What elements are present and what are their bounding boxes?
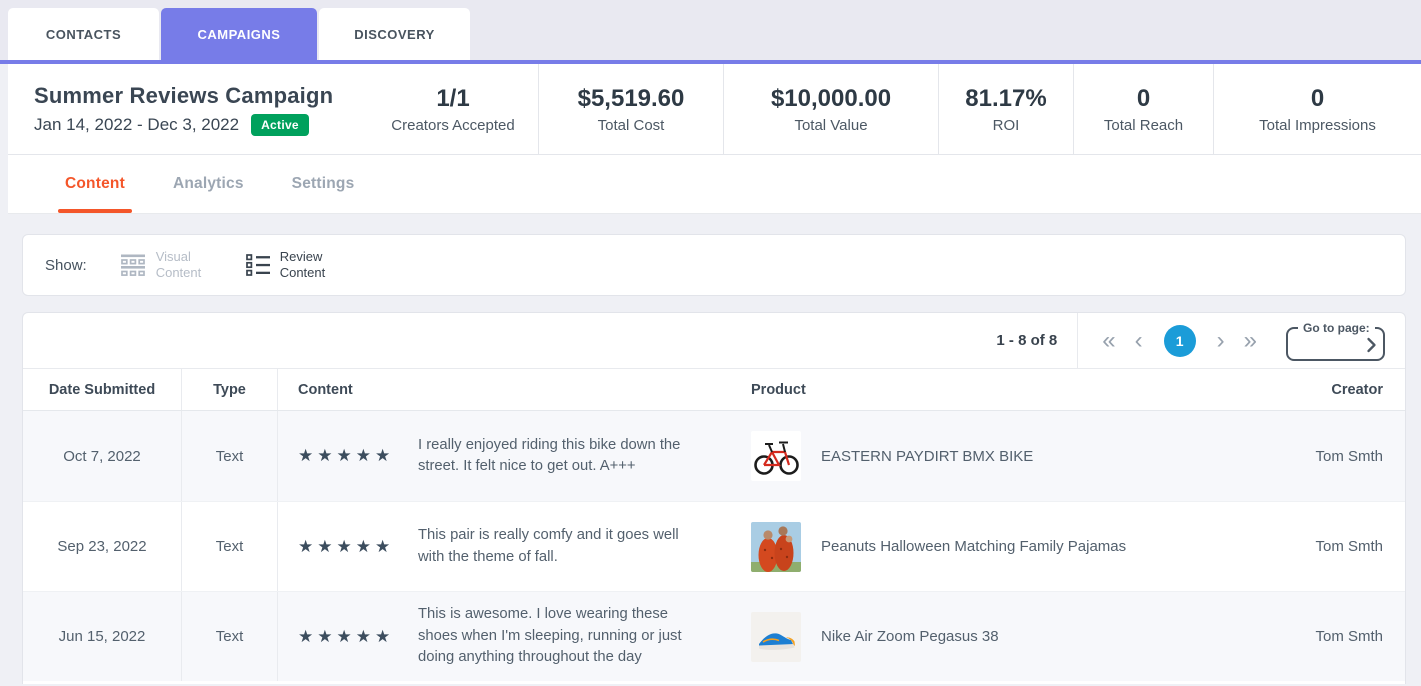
- tab-settings[interactable]: Settings: [291, 175, 355, 192]
- stat-label: Creators Accepted: [391, 116, 515, 134]
- tab-discovery[interactable]: DISCOVERY: [319, 8, 470, 60]
- product-image-bmx-bike: [751, 431, 801, 481]
- campaign-stats: 1/1 Creators Accepted $5,519.60 Total Co…: [368, 64, 1421, 154]
- campaign-stat: 0 Total Impressions: [1213, 64, 1421, 154]
- show-option-review-content[interactable]: Review Content: [245, 248, 336, 282]
- status-badge: Active: [251, 113, 309, 136]
- stat-label: Total Cost: [597, 116, 665, 134]
- cell-product: Nike Air Zoom Pegasus 38: [737, 592, 1155, 681]
- cell-date-submitted: Jun 15, 2022: [58, 628, 146, 645]
- cell-content: ★★★★★ This is awesome. I love wearing th…: [277, 592, 737, 681]
- column-header-content: Content: [277, 369, 737, 410]
- campaign-stat: 1/1 Creators Accepted: [368, 64, 538, 154]
- creator-name: Tom Smth: [1315, 447, 1383, 465]
- table-row[interactable]: Oct 7, 2022 Text ★★★★★ I really enjoyed …: [23, 411, 1405, 501]
- campaign-title: Summer Reviews Campaign: [34, 82, 334, 108]
- stat-value: 1/1: [436, 84, 470, 112]
- content-area: Show: Visual Content: [0, 214, 1421, 684]
- review-content-table-card: 1 - 8 of 8 « ‹ 1 › » Go to page: Date Su…: [22, 312, 1406, 684]
- tab-contacts[interactable]: CONTACTS: [8, 8, 159, 60]
- first-page-icon[interactable]: «: [1102, 326, 1116, 354]
- campaign-stat: $10,000.00 Total Value: [723, 64, 938, 154]
- grid-icon: [120, 254, 145, 276]
- stat-value: 0: [1136, 84, 1151, 112]
- stat-label: Total Reach: [1103, 116, 1184, 134]
- cell-date-submitted: Oct 7, 2022: [63, 447, 141, 465]
- column-header-product: Product: [751, 381, 806, 398]
- campaign-stat: 81.17% ROI: [938, 64, 1073, 154]
- star-rating: ★★★★★: [298, 446, 395, 465]
- pagination-bar: 1 - 8 of 8 « ‹ 1 › » Go to page:: [23, 313, 1405, 369]
- show-filter-card: Show: Visual Content: [22, 234, 1406, 296]
- stat-value: $5,519.60: [577, 84, 685, 112]
- table-row[interactable]: Jun 15, 2022 Text ★★★★★ This is awesome.…: [23, 591, 1405, 681]
- previous-page-icon[interactable]: ‹: [1134, 326, 1143, 354]
- star-rating: ★★★★★: [298, 536, 395, 556]
- table-header-row: Date Submitted Type Content Product Crea…: [23, 369, 1405, 411]
- review-text: This is awesome. I love wearing these sh…: [418, 606, 682, 666]
- pagination-range: 1 - 8 of 8: [996, 313, 1079, 368]
- last-page-icon[interactable]: »: [1243, 326, 1257, 354]
- cell-creator: Tom Smth: [1155, 411, 1405, 501]
- primary-tab-bar: CONTACTS CAMPAIGNS DISCOVERY: [0, 0, 1421, 60]
- creator-name: Tom Smth: [1315, 538, 1383, 555]
- accent-rule: [0, 60, 1421, 64]
- current-page-button[interactable]: 1: [1163, 324, 1196, 357]
- product-name: Nike Air Zoom Pegasus 38: [821, 628, 999, 645]
- next-page-icon[interactable]: ›: [1216, 326, 1225, 354]
- product-name: EASTERN PAYDIRT BMX BIKE: [821, 447, 1034, 465]
- go-to-page-input[interactable]: [1294, 336, 1352, 353]
- cell-type: Text: [181, 502, 277, 591]
- campaign-header: Summer Reviews Campaign Jan 14, 2022 - D…: [8, 64, 1421, 155]
- creator-name: Tom Smth: [1315, 628, 1383, 645]
- tab-content[interactable]: Content: [58, 155, 132, 213]
- go-to-page-label: Go to page:: [1303, 320, 1370, 335]
- list-icon: [245, 254, 270, 276]
- campaign-stat: $5,519.60 Total Cost: [538, 64, 723, 154]
- show-option-label: Visual Content: [155, 248, 202, 280]
- cell-creator: Tom Smth: [1155, 502, 1405, 591]
- cell-content: ★★★★★ This pair is really comfy and it g…: [277, 502, 737, 591]
- campaign-date-range: Jan 14, 2022 - Dec 3, 2022: [34, 114, 240, 134]
- show-option-label: Review Content: [279, 248, 326, 280]
- review-text: This pair is really comfy and it goes we…: [418, 527, 679, 565]
- star-rating: ★★★★★: [298, 626, 395, 646]
- column-header-type: Type: [181, 369, 277, 410]
- go-to-page-fieldset: Go to page:: [1286, 320, 1385, 361]
- stat-label: Total Impressions: [1259, 116, 1376, 134]
- campaign-stat: 0 Total Reach: [1073, 64, 1213, 154]
- product-image-running-shoe: [751, 611, 801, 662]
- column-header-date-submitted: Date Submitted: [48, 381, 156, 398]
- table-row[interactable]: Sep 23, 2022 Text ★★★★★ This pair is rea…: [23, 501, 1405, 591]
- column-header-creator: Creator: [1331, 381, 1383, 398]
- review-text: I really enjoyed riding this bike down t…: [418, 436, 681, 474]
- cell-type: Text: [181, 592, 277, 681]
- sub-tab-bar: Content Analytics Settings: [8, 155, 1421, 214]
- cell-content: ★★★★★ I really enjoyed riding this bike …: [277, 411, 737, 501]
- cell-product: Peanuts Halloween Matching Family Pajama…: [737, 502, 1155, 591]
- pagination-controls: « ‹ 1 › » Go to page:: [1078, 313, 1405, 368]
- stat-value: 81.17%: [965, 84, 1047, 112]
- show-option-visual-content[interactable]: Visual Content: [120, 248, 212, 282]
- show-filter-label: Show:: [45, 256, 87, 274]
- tab-campaigns[interactable]: CAMPAIGNS: [161, 8, 317, 60]
- table-body: Oct 7, 2022 Text ★★★★★ I really enjoyed …: [23, 411, 1405, 681]
- stat-value: $10,000.00: [770, 84, 892, 112]
- cell-date-submitted: Sep 23, 2022: [57, 538, 147, 555]
- product-name: Peanuts Halloween Matching Family Pajama…: [821, 538, 1127, 555]
- cell-product: EASTERN PAYDIRT BMX BIKE: [737, 411, 1155, 501]
- stat-label: ROI: [992, 116, 1020, 134]
- campaign-identity: Summer Reviews Campaign Jan 14, 2022 - D…: [8, 83, 368, 136]
- product-image-family-pajamas: [751, 521, 801, 572]
- cell-type: Text: [181, 411, 277, 501]
- go-to-page-submit-icon[interactable]: [1366, 337, 1377, 353]
- cell-creator: Tom Smth: [1155, 592, 1405, 681]
- stat-value: 0: [1310, 84, 1325, 112]
- stat-label: Total Value: [794, 116, 868, 134]
- tab-analytics[interactable]: Analytics: [172, 175, 244, 192]
